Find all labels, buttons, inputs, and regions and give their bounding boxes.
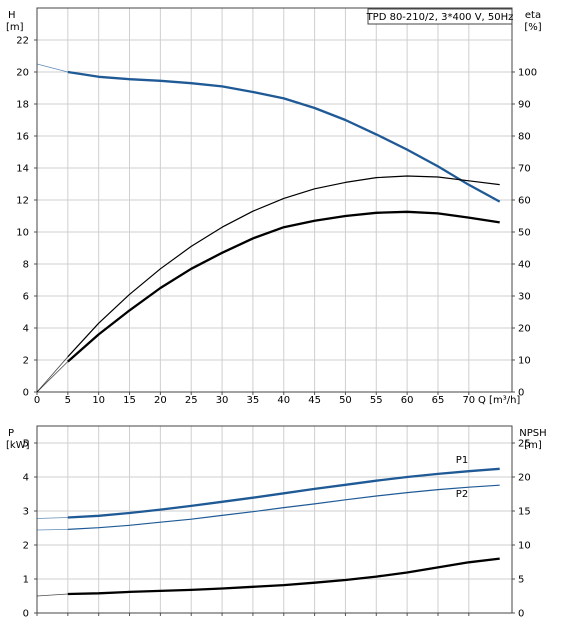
y-left-axis-unit: [kW] xyxy=(6,440,30,451)
x-tick-label: 45 xyxy=(308,395,321,406)
y-right-tick-label: 15 xyxy=(518,507,531,518)
y-left-tick-label: 0 xyxy=(23,609,29,620)
series-extrapolation-line xyxy=(36,529,68,531)
series-extrapolation-line xyxy=(36,517,68,519)
y-right-tick-label: 5 xyxy=(518,575,524,586)
y-left-tick-label: 14 xyxy=(16,164,29,175)
y-left-axis-label: P xyxy=(8,428,14,439)
x-tick-label: 5 xyxy=(65,395,71,406)
y-left-tick-label: 3 xyxy=(23,507,29,518)
x-tick-label: 35 xyxy=(247,395,260,406)
y-left-axis-unit: [m] xyxy=(6,22,24,33)
y-right-tick-label: 0 xyxy=(518,388,524,399)
y-right-tick-label: 70 xyxy=(518,164,531,175)
y-left-tick-label: 2 xyxy=(23,356,29,367)
x-tick-label: 50 xyxy=(339,395,352,406)
x-tick-label: 20 xyxy=(154,395,167,406)
y-right-tick-label: 80 xyxy=(518,132,531,143)
series-line xyxy=(67,70,501,203)
y-right-tick-label: 40 xyxy=(518,260,531,271)
series-label: P1 xyxy=(456,455,468,466)
y-right-tick-label: 50 xyxy=(518,228,531,239)
plot-frame xyxy=(36,7,513,393)
y-left-tick-label: 4 xyxy=(23,324,29,335)
y-right-axis-label: NPSH xyxy=(519,428,546,439)
series-extrapolation-line xyxy=(36,63,68,73)
series-line xyxy=(67,557,500,596)
y-left-tick-label: 1 xyxy=(23,575,29,586)
power-npsh-panel: 0 1 2 3 4 5 0 5 10 15 20 25 P[kW] NPSH[m] P1 P2 xyxy=(6,425,547,620)
y-right-tick-label: 30 xyxy=(518,292,531,303)
head-efficiency-panel: 0 5 10 15 20 25 30 35 40 45 50 55 60 65 70 0 2 4 6 8 10 12 14 1… xyxy=(6,7,542,406)
x-tick-label: 25 xyxy=(185,395,198,406)
series-label: P2 xyxy=(456,489,468,500)
y-right-tick-label: 90 xyxy=(518,100,531,111)
y-left-tick-label: 16 xyxy=(16,132,29,143)
y-left-tick-label: 10 xyxy=(16,228,29,239)
x-tick-label: 15 xyxy=(123,395,136,406)
series-line xyxy=(67,175,500,358)
y-right-tick-label: 0 xyxy=(518,609,524,620)
y-right-axis-unit: [m] xyxy=(524,440,542,451)
y-left-tick-label: 5 xyxy=(23,439,29,450)
y-left-tick-label: 8 xyxy=(23,260,29,271)
y-right-tick-label: 60 xyxy=(518,196,531,207)
title-box xyxy=(367,8,513,25)
x-tick-label: 40 xyxy=(277,395,290,406)
y-left-tick-label: 6 xyxy=(23,292,29,303)
x-axis-label: Q [m³/h] xyxy=(478,395,520,406)
y-right-axis-label: eta xyxy=(525,10,541,21)
chart-title: TPD 80-210/2, 3*400 V, 50Hz xyxy=(366,12,514,23)
series-extrapolation-line xyxy=(36,356,69,393)
y-left-tick-label: 20 xyxy=(16,68,29,79)
x-tick-label: 10 xyxy=(92,395,105,406)
y-left-tick-label: 0 xyxy=(23,388,29,399)
x-tick-label: 55 xyxy=(370,395,383,406)
x-tick-label: 0 xyxy=(34,395,40,406)
y-left-tick-label: 4 xyxy=(23,473,29,484)
series-line xyxy=(67,210,500,363)
series-line xyxy=(67,467,500,519)
series-extrapolation-line xyxy=(36,593,68,597)
x-tick-label: 30 xyxy=(216,395,229,406)
y-right-tick-label: 20 xyxy=(518,473,531,484)
y-right-axis-unit: [%] xyxy=(524,22,541,33)
y-right-tick-label: 10 xyxy=(518,541,531,552)
y-left-tick-label: 22 xyxy=(16,36,29,47)
y-right-tick-label: 10 xyxy=(518,356,531,367)
y-right-tick-label: 25 xyxy=(518,439,531,450)
x-tick-label: 65 xyxy=(432,395,445,406)
series-line xyxy=(67,484,500,530)
y-left-tick-label: 12 xyxy=(16,196,29,207)
y-left-tick-label: 18 xyxy=(16,100,29,111)
x-tick-label: 70 xyxy=(462,395,475,406)
series-extrapolation-line xyxy=(36,361,69,393)
y-right-tick-label: 100 xyxy=(518,68,537,79)
x-tick-label: 60 xyxy=(401,395,414,406)
y-left-axis-label: H xyxy=(8,10,16,21)
y-left-tick-label: 2 xyxy=(23,541,29,552)
y-right-tick-label: 20 xyxy=(518,324,531,335)
plot-frame xyxy=(36,425,513,614)
